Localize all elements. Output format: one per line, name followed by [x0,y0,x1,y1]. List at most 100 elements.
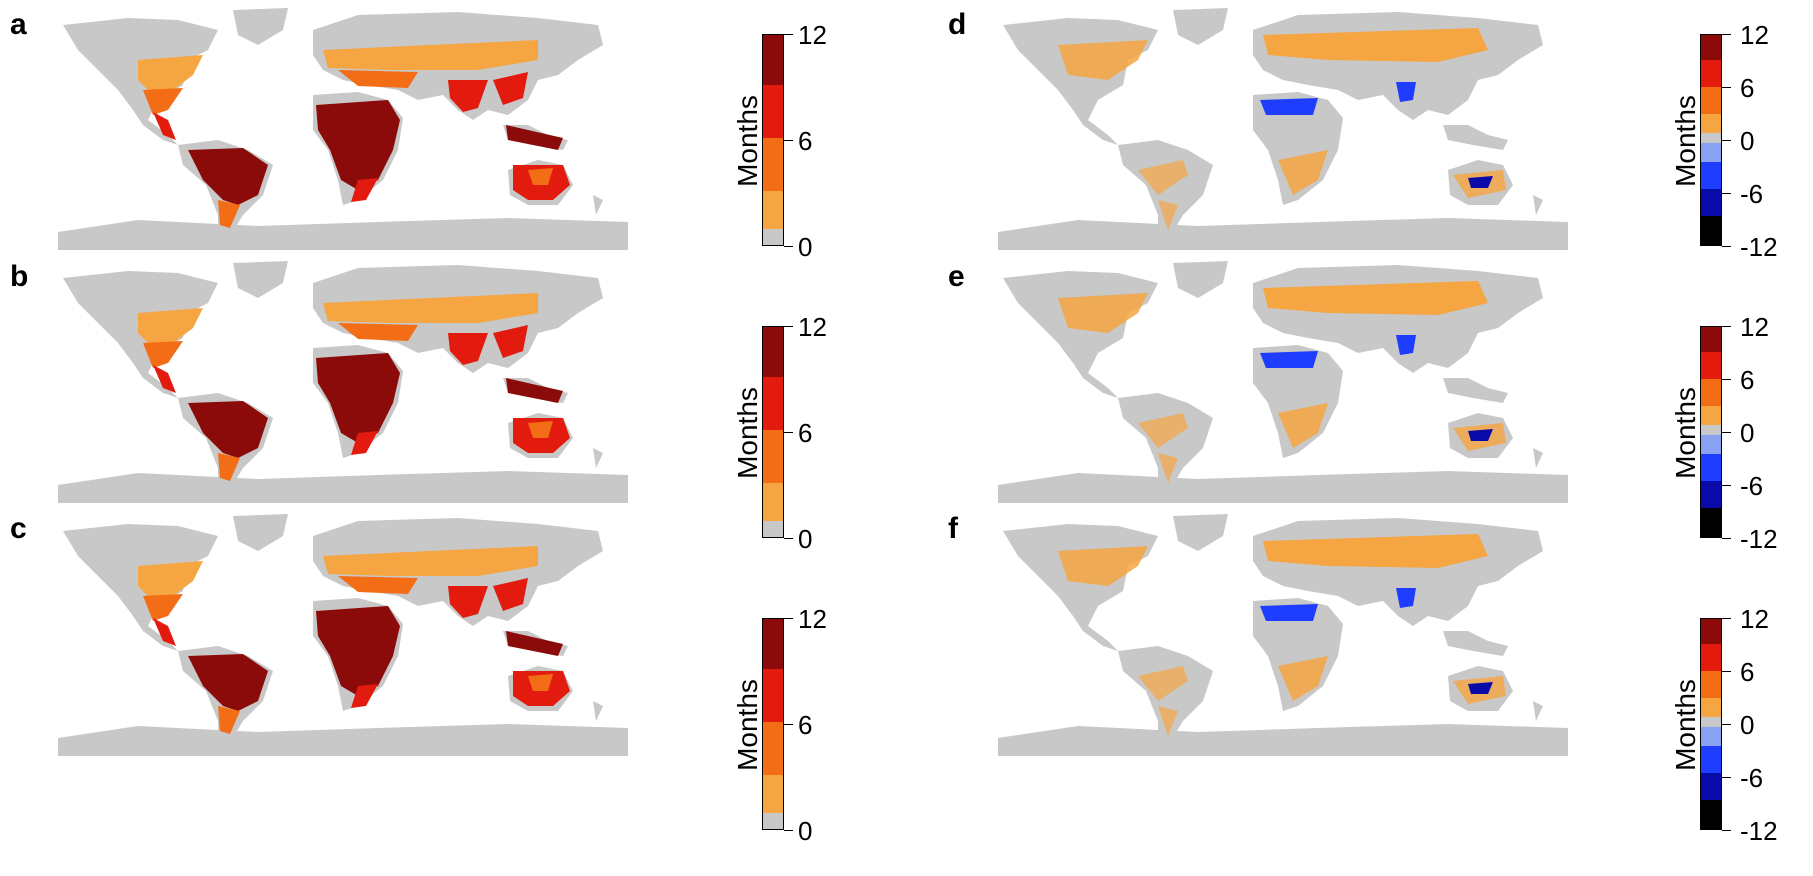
legend-seg-2 [763,775,783,813]
legend-tick-label: 12 [798,312,827,342]
legend-tick [1722,193,1731,194]
legend-tick-label: 6 [1740,365,1755,395]
legend-seg-2 [1701,406,1721,425]
legend-seg-neg12 [1701,216,1721,245]
legend-seg-0 [1701,133,1721,143]
legend-seg-4 [763,138,783,191]
legend-title-f: Months [1670,679,1701,771]
legend-tick [1722,326,1731,327]
legend-tick-label: 0 [798,232,813,262]
legend-bar-a [762,34,784,246]
legend-seg-2 [763,191,783,229]
legend-seg-12 [1701,327,1721,352]
legend-tick [1722,485,1731,486]
legend-bar-f [1700,618,1722,830]
legend-seg-neg2 [1701,727,1721,746]
legend-tick-label: 6 [1740,73,1755,103]
legend-bar-e [1700,326,1722,538]
legend-tick-label: 12 [798,604,827,634]
legend-title-b: Months [732,387,763,479]
legend-tick-label: 12 [1740,20,1769,50]
legend-seg-neg4 [1701,454,1721,481]
legend-seg-0 [763,521,783,537]
legend-seg-neg4 [1701,746,1721,773]
world-map-d [998,0,1568,250]
legend-tick-label: 12 [1740,312,1769,342]
legend-seg-neg12 [1701,508,1721,537]
legend-tick [784,140,793,141]
legend-seg-8 [763,377,783,430]
panel-letter-f: f [948,512,958,545]
legend-tick [1722,87,1731,88]
legend-tick-label: 0 [1740,418,1755,448]
legend-seg-8 [1701,644,1721,671]
legend-tick-label: 12 [1740,604,1769,634]
legend-tick-label: -12 [1740,816,1778,846]
legend-title-e: Months [1670,387,1701,479]
legend-tick [784,432,793,433]
legend-tick [1722,777,1731,778]
legend-seg-8 [763,669,783,722]
legend-seg-8 [1701,352,1721,379]
legend-tick-label: -6 [1740,763,1764,793]
legend-seg-12 [763,619,783,669]
legend-tick [784,830,793,831]
legend-tick-label: 0 [1740,126,1755,156]
legend-tick-label: 0 [1740,710,1755,740]
legend-tick [784,618,793,619]
legend-title-a: Months [732,95,763,187]
legend-tick-label: -12 [1740,524,1778,554]
panel-letter-e: e [948,260,965,293]
legend-tick [1722,432,1731,433]
legend-tick [1722,618,1731,619]
legend-seg-0 [1701,425,1721,435]
legend-seg-12 [763,327,783,377]
legend-seg-neg12 [1701,800,1721,829]
legend-tick-label: 0 [798,524,813,554]
legend-seg-2 [1701,698,1721,717]
legend-tick [1722,140,1731,141]
legend-tick [784,538,793,539]
legend-seg-neg8 [1701,189,1721,216]
legend-tick [784,724,793,725]
panel-letter-b: b [10,260,29,293]
legend-seg-4 [1701,671,1721,698]
legend-tick [1722,538,1731,539]
legend-seg-neg2 [1701,435,1721,454]
legend-bar-c [762,618,784,830]
legend-seg-12 [1701,619,1721,644]
legend-seg-12 [763,35,783,85]
legend-tick [1722,671,1731,672]
legend-tick-label: -12 [1740,232,1778,262]
legend-bar-d [1700,34,1722,246]
legend-seg-8 [763,85,783,138]
legend-seg-0 [763,813,783,829]
legend-seg-neg8 [1701,481,1721,508]
legend-seg-0 [1701,717,1721,727]
legend-bar-b [762,326,784,538]
legend-tick [784,34,793,35]
legend-title-c: Months [732,679,763,771]
world-map-e [998,253,1568,503]
legend-tick-label: 6 [1740,657,1755,687]
legend-seg-4 [1701,87,1721,114]
panel-letter-a: a [10,8,27,41]
legend-seg-8 [1701,60,1721,87]
legend-tick-label: -6 [1740,179,1764,209]
legend-tick [1722,379,1731,380]
legend-tick [784,326,793,327]
legend-seg-12 [1701,35,1721,60]
legend-seg-neg2 [1701,143,1721,162]
legend-tick-label: 6 [798,126,813,156]
legend-tick-label: -6 [1740,471,1764,501]
legend-seg-4 [1701,379,1721,406]
world-map-a [58,0,628,250]
panel-letter-d: d [948,8,967,41]
legend-title-d: Months [1670,95,1701,187]
legend-tick [1722,246,1731,247]
legend-tick-label: 0 [798,816,813,846]
legend-seg-4 [763,430,783,483]
legend-seg-2 [763,483,783,521]
legend-tick-label: 6 [798,710,813,740]
legend-tick [784,246,793,247]
